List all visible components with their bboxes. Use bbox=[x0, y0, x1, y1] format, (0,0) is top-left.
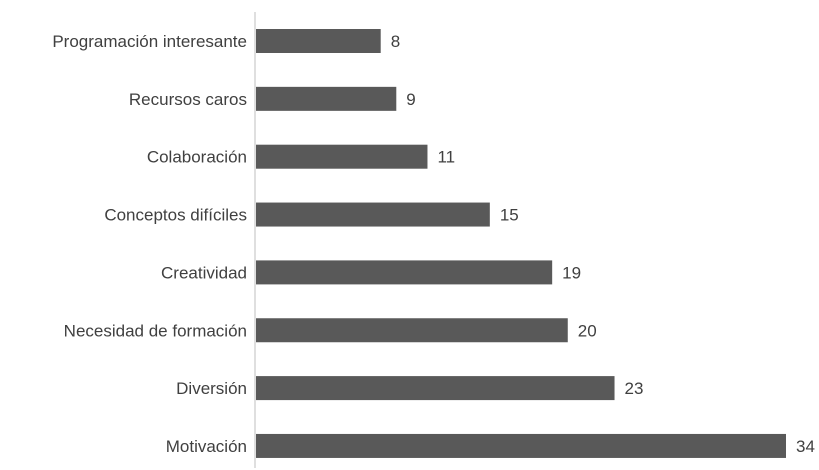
value-label: 20 bbox=[578, 321, 597, 340]
category-label: Creatividad bbox=[161, 263, 247, 282]
category-label: Recursos caros bbox=[129, 90, 247, 109]
bar bbox=[256, 202, 490, 227]
category-label: Diversión bbox=[176, 379, 247, 398]
category-label: Conceptos difíciles bbox=[104, 206, 247, 225]
bar bbox=[256, 376, 615, 401]
bar bbox=[256, 260, 553, 285]
bar bbox=[256, 433, 786, 458]
value-label: 34 bbox=[796, 437, 815, 456]
bars-layer: Programación interesante 8 Recursos caros 9… bbox=[52, 29, 815, 458]
value-label: 11 bbox=[437, 148, 455, 167]
value-label: 9 bbox=[406, 90, 415, 109]
value-label: 15 bbox=[500, 206, 519, 225]
bar bbox=[256, 29, 381, 53]
value-label: 19 bbox=[562, 263, 581, 282]
category-label: Programación interesante bbox=[52, 32, 247, 51]
bar bbox=[256, 318, 568, 343]
category-label: Motivación bbox=[166, 437, 247, 456]
category-label: Necesidad de formación bbox=[64, 321, 247, 340]
bar bbox=[256, 86, 397, 111]
value-label: 23 bbox=[625, 379, 644, 398]
category-label: Colaboración bbox=[147, 148, 247, 167]
value-label: 8 bbox=[391, 32, 400, 51]
bar bbox=[256, 144, 428, 169]
